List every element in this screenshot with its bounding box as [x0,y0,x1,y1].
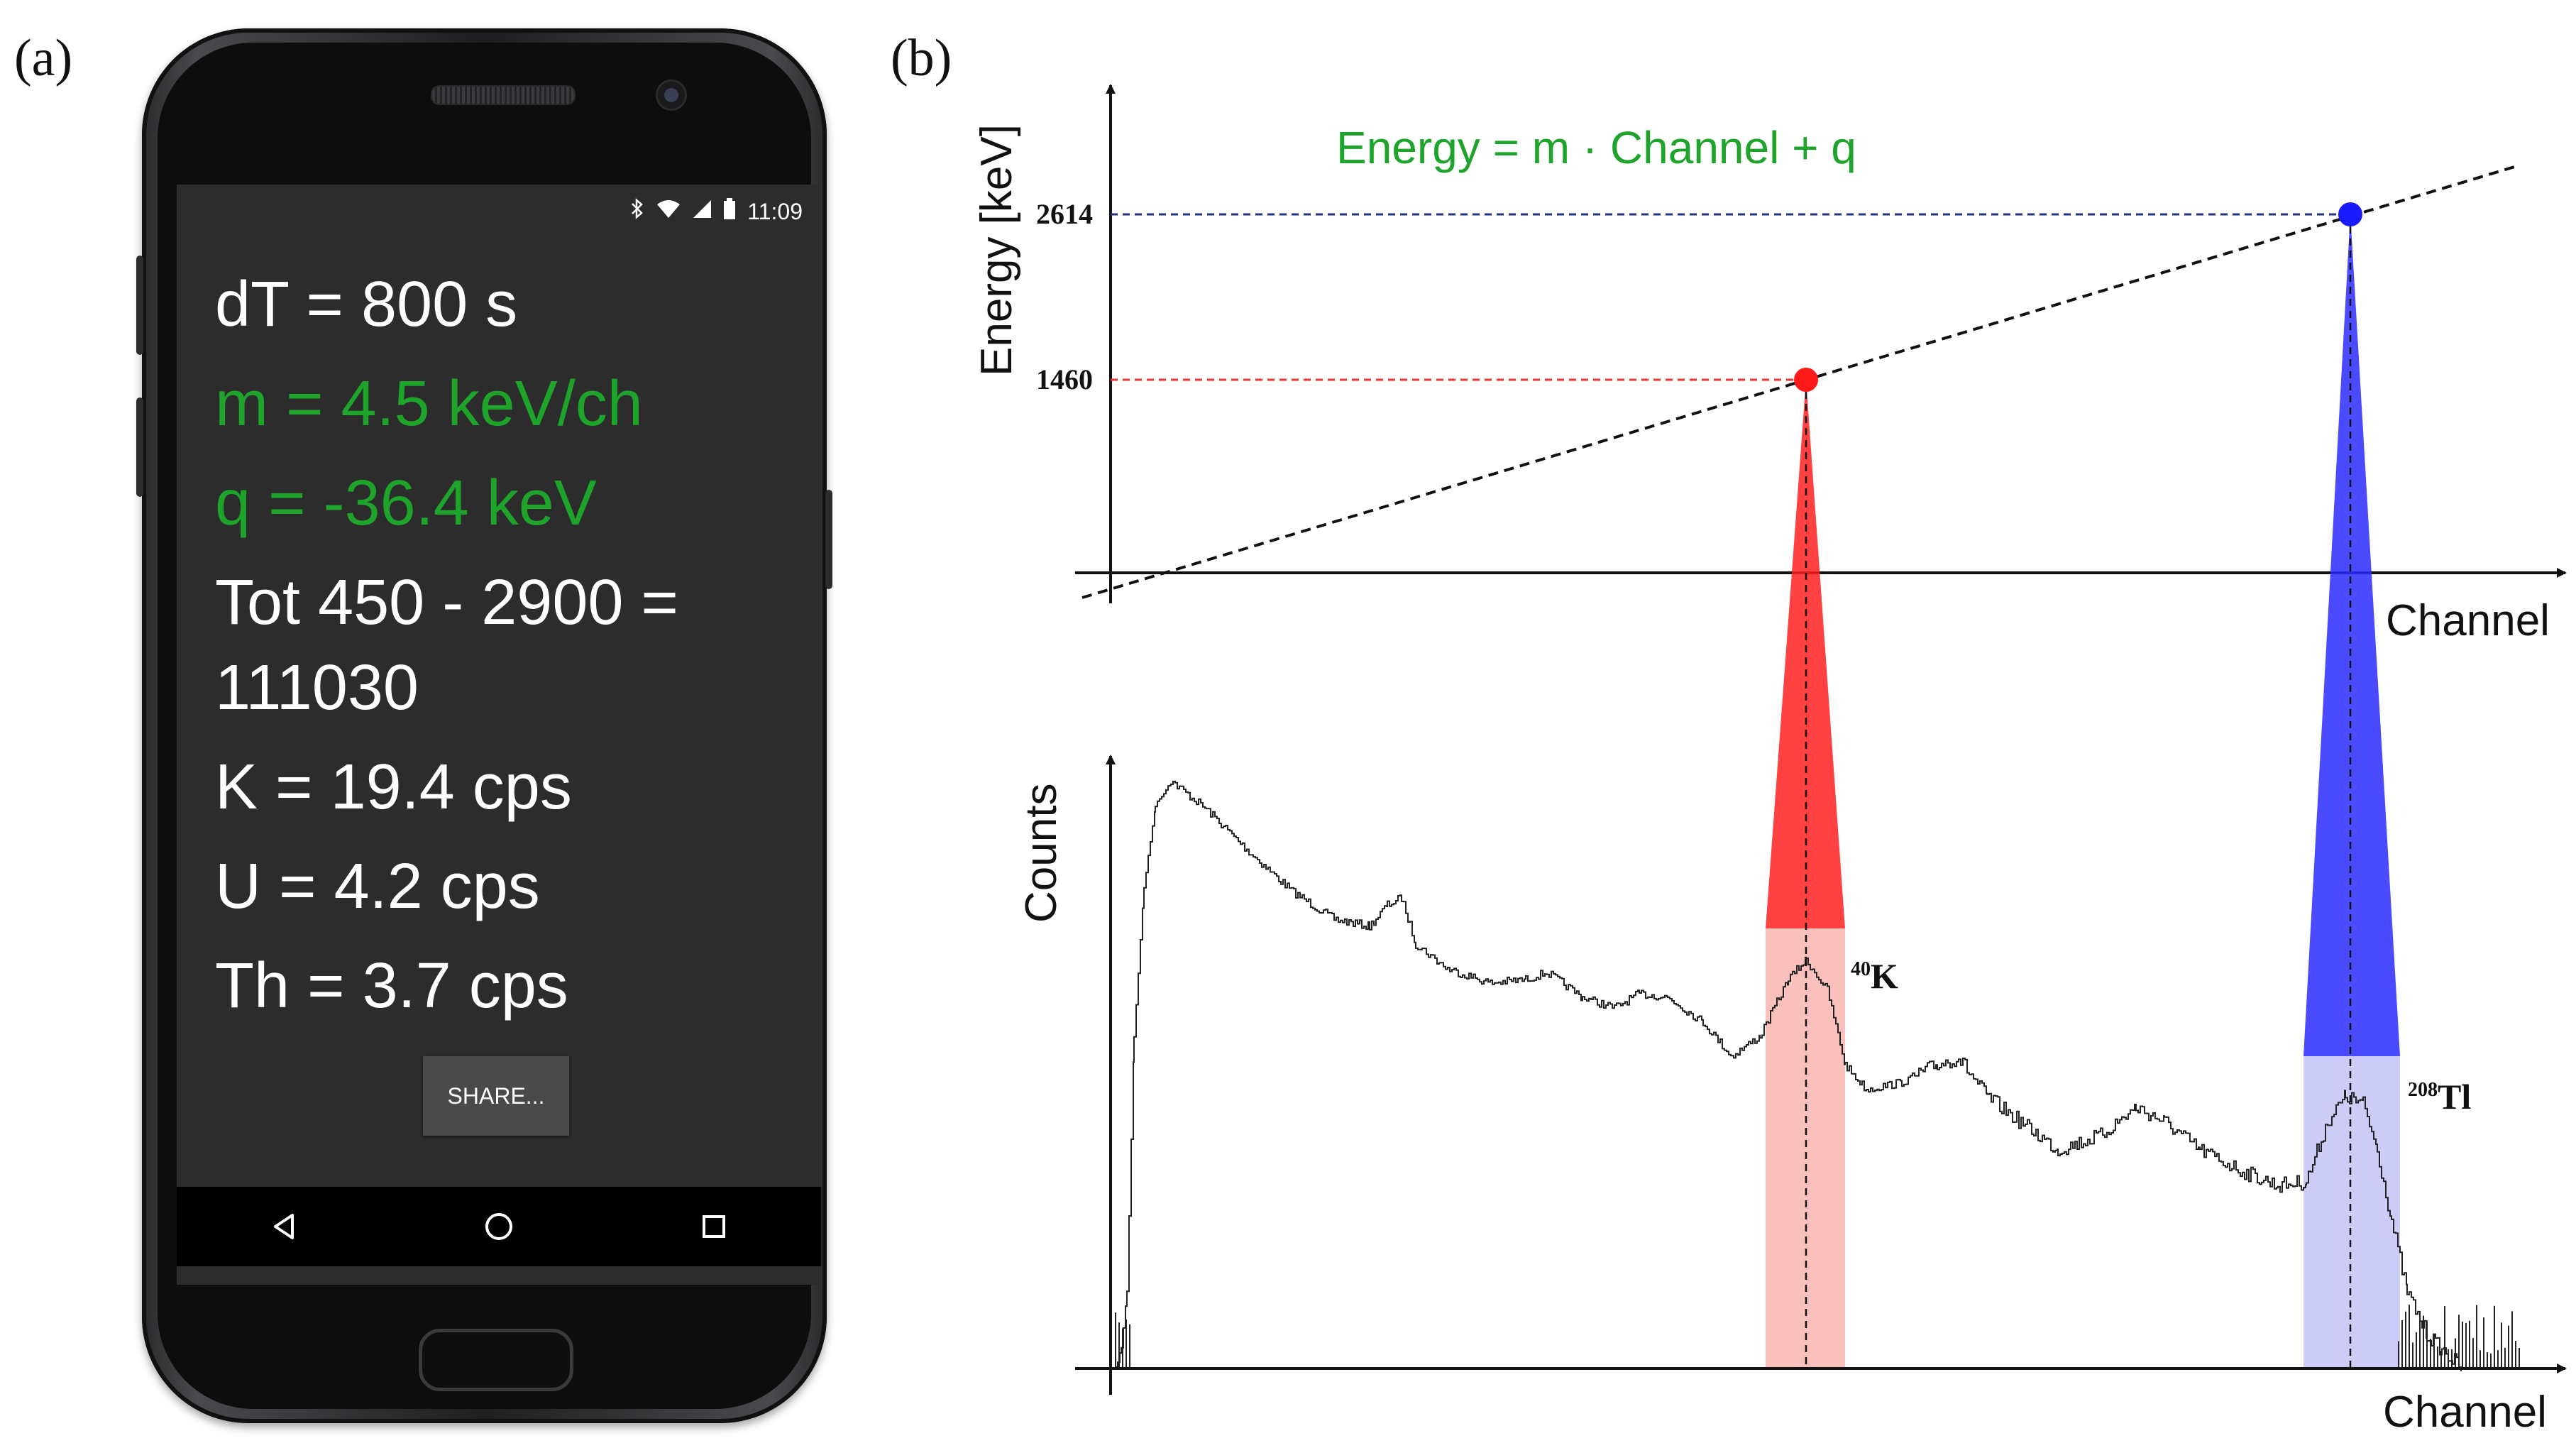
tl208-isotope-label: 208Tl [2408,1077,2471,1117]
bottom-channel-axis-label: Channel [2383,1388,2547,1437]
panel-label-a: (a) [14,29,73,87]
front-camera-icon [656,79,687,111]
tl208-peak-band [2303,1056,2400,1369]
smartphone: 11:09 dT = 800 s m = 4.5 keV/ch q = -36.… [136,28,832,1423]
earpiece-speaker [431,85,576,105]
u-readout: U = 4.2 cps [215,851,540,922]
q-readout: q = -36.4 keV [215,468,597,539]
wifi-icon [656,199,681,224]
volume-up-button [136,256,143,355]
dt-readout: dT = 800 s [215,269,518,340]
k40-projection-triangle [1766,380,1845,928]
m-readout: m = 4.5 keV/ch [215,368,643,439]
status-time: 11:09 [747,198,803,224]
energy-tick-1460: 1460 [1036,363,1093,395]
top-channel-axis-label: Channel [2386,596,2550,645]
tl208-symbol: Tl [2438,1077,2471,1117]
calibration-equation: Energy = m · Channel + q [1336,122,1856,173]
back-icon[interactable] [255,1198,312,1255]
k-readout: K = 19.4 cps [215,752,572,823]
tl208-calibration-point [2338,202,2362,226]
k40-symbol: K [1871,956,1898,996]
total-readout-line1: Tot 450 - 2900 = [215,567,678,638]
k40-mass-number: 40 [1851,958,1871,980]
battery-icon [723,198,736,225]
total-readout-line2: 111030 [215,652,419,723]
energy-axis-label: Energy [keV] [972,124,1021,376]
phone-screen: 11:09 dT = 800 s m = 4.5 keV/ch q = -36.… [177,185,821,1285]
tl208-projection-triangle [2303,214,2400,1056]
k40-isotope-label: 40K [1851,956,1898,996]
home-icon[interactable] [470,1198,527,1255]
spectrum-tail-spikes [1115,1305,2520,1369]
power-button [825,490,832,589]
bluetooth-icon [629,198,645,225]
counts-axis-label: Counts [1017,784,1066,923]
phone-front: 11:09 dT = 800 s m = 4.5 keV/ch q = -36.… [158,43,821,1409]
gamma-spectrum-trace [1116,780,2462,1371]
panel-label-b: (b) [891,29,952,87]
navigation-bar [177,1187,821,1266]
share-button[interactable]: SHARE... [423,1056,569,1136]
calibration-line [1081,164,2520,599]
tl208-mass-number: 208 [2408,1079,2438,1101]
hardware-home-button[interactable] [419,1329,573,1391]
k40-calibration-point [1794,368,1818,392]
recents-icon[interactable] [686,1198,742,1255]
energy-tick-2614: 2614 [1036,198,1093,230]
th-readout: Th = 3.7 cps [215,950,568,1021]
signal-icon [692,199,712,224]
volume-down-button [136,397,143,497]
status-bar: 11:09 [177,185,821,238]
